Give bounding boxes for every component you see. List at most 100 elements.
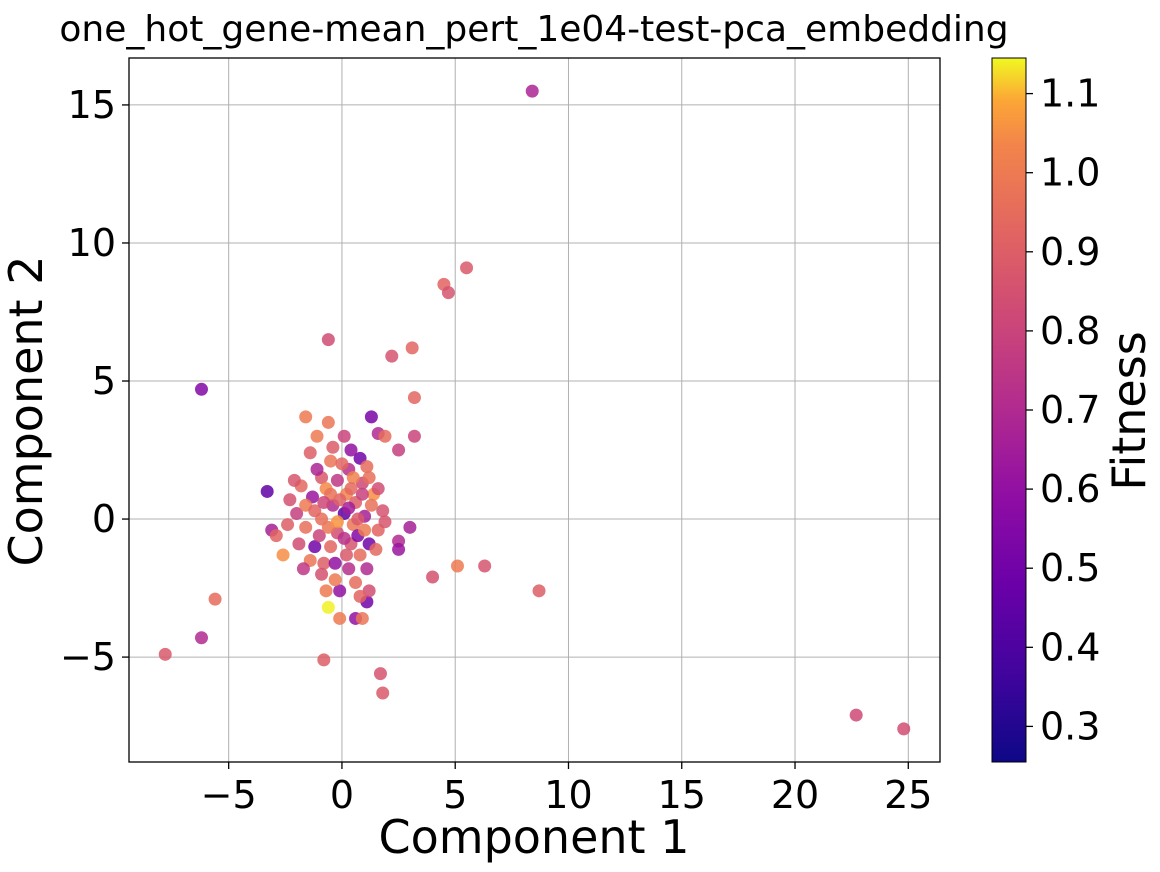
x-tick-label: 0 bbox=[330, 773, 354, 817]
scatter-point bbox=[346, 471, 360, 485]
x-axis-title: Component 1 bbox=[379, 810, 690, 864]
scatter-point bbox=[281, 518, 295, 532]
scatter-point bbox=[441, 286, 455, 300]
scatter-point bbox=[317, 556, 331, 570]
scatter-point bbox=[376, 504, 390, 518]
scatter-point bbox=[276, 548, 290, 562]
scatter-point bbox=[326, 440, 340, 454]
scatter-point bbox=[158, 647, 172, 661]
scatter-point bbox=[364, 410, 378, 424]
scatter-point bbox=[849, 708, 863, 722]
scatter-point bbox=[287, 473, 301, 487]
scatter-point bbox=[392, 542, 406, 556]
scatter-point bbox=[324, 540, 338, 554]
grid-lines bbox=[129, 58, 940, 762]
colorbar-tick-label: 1.1 bbox=[1040, 72, 1100, 116]
scatter-point bbox=[310, 429, 324, 443]
colorbar-tick-label: 0.6 bbox=[1040, 467, 1100, 511]
scatter-point bbox=[312, 529, 326, 543]
x-tick-label: 10 bbox=[544, 773, 592, 817]
scatter-point bbox=[353, 589, 367, 603]
scatter-point bbox=[351, 512, 365, 526]
scatter-point bbox=[194, 631, 208, 645]
y-axis-ticks: −5 0 5 10 15 bbox=[60, 83, 129, 679]
scatter-point bbox=[319, 584, 333, 598]
scatter-point bbox=[378, 515, 392, 529]
scatter-point bbox=[321, 415, 335, 429]
scatter-point bbox=[308, 540, 322, 554]
scatter-point bbox=[317, 653, 331, 667]
scatter-point bbox=[353, 548, 367, 562]
x-tick-label: 5 bbox=[443, 773, 467, 817]
scatter-point bbox=[315, 567, 329, 581]
colorbar-tick-label: 0.4 bbox=[1040, 625, 1100, 669]
scatter-point bbox=[208, 592, 222, 606]
scatter-point bbox=[450, 559, 464, 573]
scatter-point bbox=[426, 570, 440, 584]
scatter-point bbox=[321, 600, 335, 614]
colorbar bbox=[991, 57, 1027, 763]
scatter-point bbox=[269, 529, 283, 543]
colorbar-tick-label: 1.0 bbox=[1040, 151, 1100, 195]
y-tick-label: 10 bbox=[68, 221, 116, 265]
scatter-point bbox=[525, 84, 539, 98]
colorbar-ticks: 0.3 0.4 0.5 0.6 0.7 0.8 0.9 1.0 1.1 bbox=[1026, 72, 1100, 748]
scatter-point bbox=[290, 507, 304, 521]
colorbar-title: Fitness bbox=[1102, 331, 1156, 490]
scatter-point bbox=[532, 584, 546, 598]
scatter-point bbox=[460, 261, 474, 275]
scatter-point bbox=[403, 520, 417, 534]
y-axis-title: Component 2 bbox=[0, 256, 53, 567]
scatter-point bbox=[292, 537, 306, 551]
scatter-point bbox=[328, 573, 342, 587]
scatter-point bbox=[373, 667, 387, 681]
y-tick-label: −5 bbox=[60, 635, 116, 679]
scatter-point bbox=[371, 482, 385, 496]
scatter-point bbox=[283, 493, 297, 507]
scatter-point bbox=[335, 457, 349, 471]
scatter-point bbox=[296, 562, 310, 576]
scatter-point bbox=[337, 531, 351, 545]
x-axis-ticks: −5 0 5 10 15 20 25 bbox=[201, 762, 932, 817]
scatter-point bbox=[299, 410, 313, 424]
scatter-point bbox=[355, 611, 369, 625]
scatter-point bbox=[369, 542, 383, 556]
scatter-point bbox=[405, 341, 419, 355]
scatter-point bbox=[308, 504, 322, 518]
scatter-point bbox=[330, 473, 344, 487]
scatter-point bbox=[407, 391, 421, 405]
scatter-point bbox=[339, 548, 353, 562]
scatter-point bbox=[360, 460, 374, 474]
scatter-point bbox=[342, 501, 356, 515]
scatter-point bbox=[194, 382, 208, 396]
y-tick-label: 0 bbox=[92, 497, 116, 541]
scatter-point bbox=[362, 471, 376, 485]
scatter-points bbox=[158, 84, 911, 736]
scatter-point bbox=[333, 611, 347, 625]
x-tick-label: 15 bbox=[658, 773, 706, 817]
y-tick-label: 5 bbox=[92, 359, 116, 403]
scatter-point bbox=[328, 556, 342, 570]
scatter-point bbox=[360, 562, 374, 576]
scatter-point bbox=[392, 443, 406, 457]
scatter-point bbox=[378, 429, 392, 443]
scatter-point bbox=[355, 487, 369, 501]
scatter-point bbox=[333, 584, 347, 598]
scatter-point bbox=[344, 482, 358, 496]
scatter-point bbox=[299, 520, 313, 534]
scatter-point bbox=[344, 443, 358, 457]
scatter-point bbox=[349, 576, 363, 590]
scatter-point bbox=[337, 429, 351, 443]
colorbar-tick-label: 0.3 bbox=[1040, 704, 1100, 748]
plot-frame bbox=[128, 57, 941, 763]
x-tick-label: 20 bbox=[771, 773, 819, 817]
scatter-point bbox=[897, 722, 911, 736]
x-tick-label: −5 bbox=[201, 773, 257, 817]
scatter-point bbox=[342, 562, 356, 576]
colorbar-tick-label: 0.7 bbox=[1040, 388, 1100, 432]
scatter-point bbox=[407, 429, 421, 443]
colorbar-tick-label: 0.9 bbox=[1040, 230, 1100, 274]
scatter-point bbox=[310, 462, 324, 476]
y-tick-label: 15 bbox=[68, 83, 116, 127]
